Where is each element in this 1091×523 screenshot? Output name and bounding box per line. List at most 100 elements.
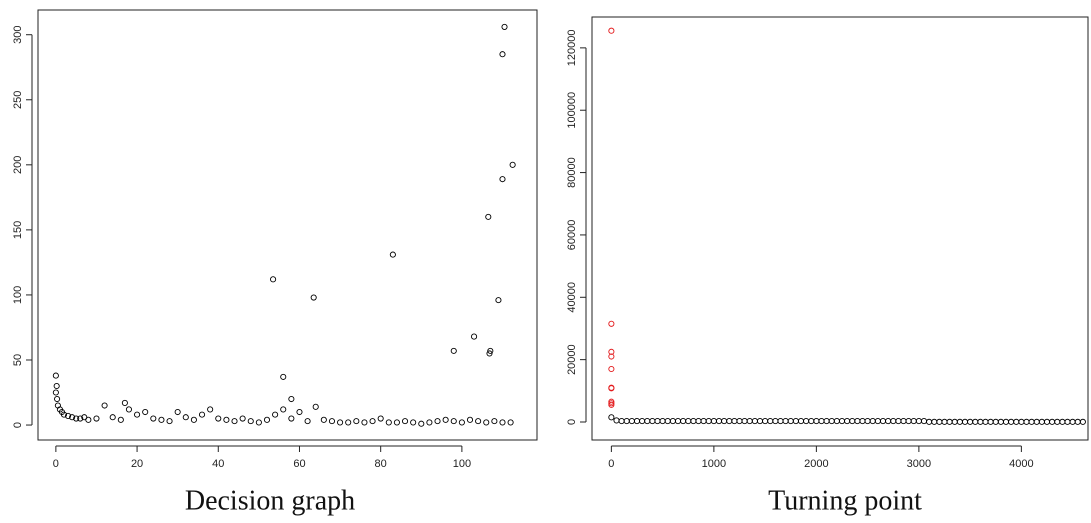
- point: [101, 402, 108, 409]
- point: [915, 418, 922, 425]
- point: [777, 418, 784, 425]
- y-tick-label: 80000: [566, 157, 578, 188]
- point: [931, 418, 938, 425]
- y-tick-label: 100: [12, 286, 24, 304]
- y-tick-label: 120000: [566, 30, 578, 67]
- point: [654, 418, 661, 425]
- point: [509, 161, 516, 168]
- point: [833, 418, 840, 425]
- y-tick-label: 60000: [566, 220, 578, 251]
- x-tick-label: 20: [131, 458, 143, 470]
- x-tick-label: 100: [453, 458, 471, 470]
- point: [751, 418, 758, 425]
- point: [967, 418, 974, 425]
- point: [721, 418, 728, 425]
- point: [353, 418, 360, 425]
- point: [310, 294, 317, 301]
- x-tick-label: 60: [293, 458, 305, 470]
- point: [410, 419, 417, 426]
- point: [618, 418, 625, 425]
- point: [869, 418, 876, 425]
- x-tick-label: 40: [212, 458, 224, 470]
- point: [823, 418, 830, 425]
- plot-frame: [591, 16, 1089, 441]
- point: [280, 406, 287, 413]
- point: [182, 414, 189, 421]
- point: [491, 418, 498, 425]
- point: [782, 418, 789, 425]
- point: [288, 415, 295, 422]
- point: [787, 418, 794, 425]
- x-tick-label: 4000: [1009, 458, 1033, 470]
- point: [121, 399, 128, 406]
- point: [1064, 418, 1071, 425]
- point: [495, 297, 502, 304]
- point: [174, 408, 181, 416]
- y-tick-label: 0: [12, 422, 24, 428]
- point: [895, 418, 902, 425]
- point: [715, 418, 723, 425]
- point: [466, 416, 474, 423]
- point: [628, 418, 635, 425]
- point: [270, 276, 277, 283]
- point: [190, 416, 197, 423]
- x-tick-label: 1000: [702, 458, 726, 470]
- point: [633, 418, 641, 425]
- point: [608, 320, 615, 327]
- point: [1033, 418, 1040, 425]
- point: [487, 347, 494, 354]
- point: [608, 365, 615, 373]
- point: [263, 416, 271, 423]
- point: [247, 418, 254, 425]
- point: [1028, 418, 1035, 425]
- point: [442, 416, 449, 423]
- point: [941, 418, 948, 425]
- point: [499, 51, 506, 58]
- point: [52, 389, 59, 396]
- point: [910, 418, 917, 425]
- point: [304, 418, 311, 425]
- point: [756, 418, 764, 425]
- point: [685, 418, 692, 425]
- y-tick-label: 250: [12, 91, 24, 109]
- point: [418, 420, 425, 427]
- point: [1079, 418, 1086, 425]
- point: [1038, 418, 1045, 425]
- point: [608, 401, 615, 408]
- x-tick-label: 3000: [907, 458, 931, 470]
- point: [792, 418, 799, 425]
- point: [426, 419, 433, 426]
- point: [818, 418, 825, 425]
- y-tick-label: 50: [12, 354, 24, 366]
- point: [987, 418, 994, 425]
- point: [946, 418, 953, 425]
- point: [1069, 418, 1076, 425]
- point: [977, 418, 984, 425]
- point: [377, 415, 384, 422]
- plot-frame: [37, 9, 538, 441]
- point: [926, 418, 933, 425]
- point: [905, 418, 912, 425]
- point: [746, 418, 753, 425]
- point: [296, 408, 303, 416]
- x-tick-label: 80: [375, 458, 387, 470]
- point: [1002, 418, 1010, 425]
- point: [475, 418, 482, 425]
- point: [385, 419, 392, 426]
- y-tick-label: 100000: [566, 92, 578, 129]
- point: [239, 415, 246, 422]
- caption: Turning point: [768, 485, 922, 516]
- point: [53, 382, 60, 390]
- point: [158, 416, 165, 423]
- point: [639, 418, 646, 425]
- point: [1013, 418, 1020, 425]
- point: [982, 418, 989, 425]
- point: [499, 419, 506, 426]
- point: [1008, 418, 1015, 425]
- point: [77, 415, 84, 422]
- point: [813, 418, 820, 425]
- y-tick-label: 200: [12, 156, 24, 174]
- point: [215, 415, 222, 422]
- point: [838, 418, 846, 425]
- point: [762, 418, 769, 425]
